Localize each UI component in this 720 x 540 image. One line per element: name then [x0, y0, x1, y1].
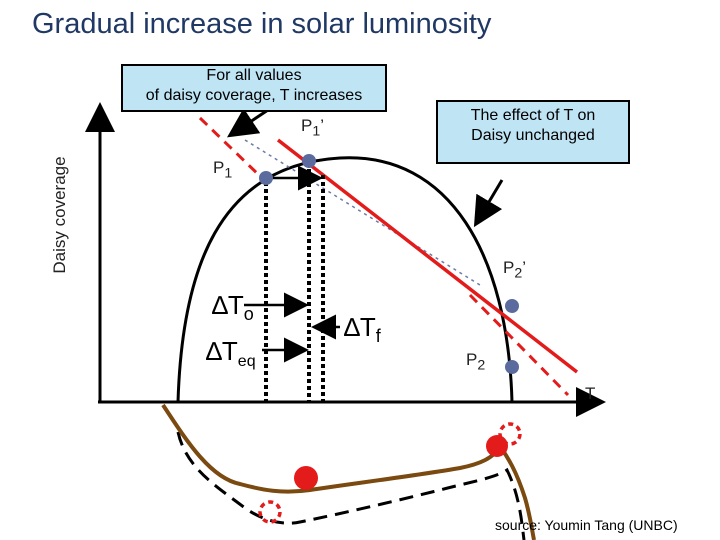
callout-right: The effect of T on Daisy unchanged — [436, 100, 630, 164]
label-p2: P2 — [466, 350, 486, 374]
label-p2-prime: P2’ — [503, 258, 526, 282]
potential-curve-dashed — [176, 431, 526, 540]
daisy-dome-curve — [176, 156, 514, 403]
label-p1: P1 — [213, 158, 233, 182]
point-p1 — [259, 171, 273, 185]
red-dashed-lower — [468, 293, 570, 397]
label-delta-to: ∆To — [212, 290, 254, 325]
ball-dotted-left — [258, 500, 282, 524]
potential-curve-brown — [161, 403, 536, 540]
callout-right-line2: Daisy unchanged — [471, 127, 595, 144]
arrow-callout-left — [227, 108, 269, 138]
ball-dotted-right — [498, 422, 522, 446]
x-axis-label: T — [585, 384, 596, 403]
ball-solid-right — [486, 435, 508, 457]
point-p2 — [505, 360, 519, 374]
label-delta-teq: ∆Teq — [206, 336, 256, 371]
arrow-callout-right — [473, 179, 504, 228]
y-axis-label: Daisy coverage — [50, 156, 69, 274]
source-credit: source: Youmin Tang (UNBC) — [495, 517, 678, 533]
callout-left-line1: For all values — [206, 67, 302, 84]
red-dashed-upper — [198, 116, 264, 180]
callout-left: For all values of daisy coverage, T incr… — [121, 64, 387, 112]
red-solid-line — [276, 138, 579, 374]
callout-left-line2: of daisy coverage, T increases — [145, 87, 363, 104]
label-delta-tf: ∆Tf — [344, 312, 381, 347]
label-p1-prime: P1’ — [301, 116, 324, 140]
point-p1-prime — [302, 154, 316, 168]
point-p2-prime — [505, 299, 519, 313]
slide-title: Gradual increase in solar luminosity — [32, 8, 492, 40]
callout-right-line1: The effect of T on — [470, 107, 596, 124]
ball-solid-left — [294, 466, 318, 490]
